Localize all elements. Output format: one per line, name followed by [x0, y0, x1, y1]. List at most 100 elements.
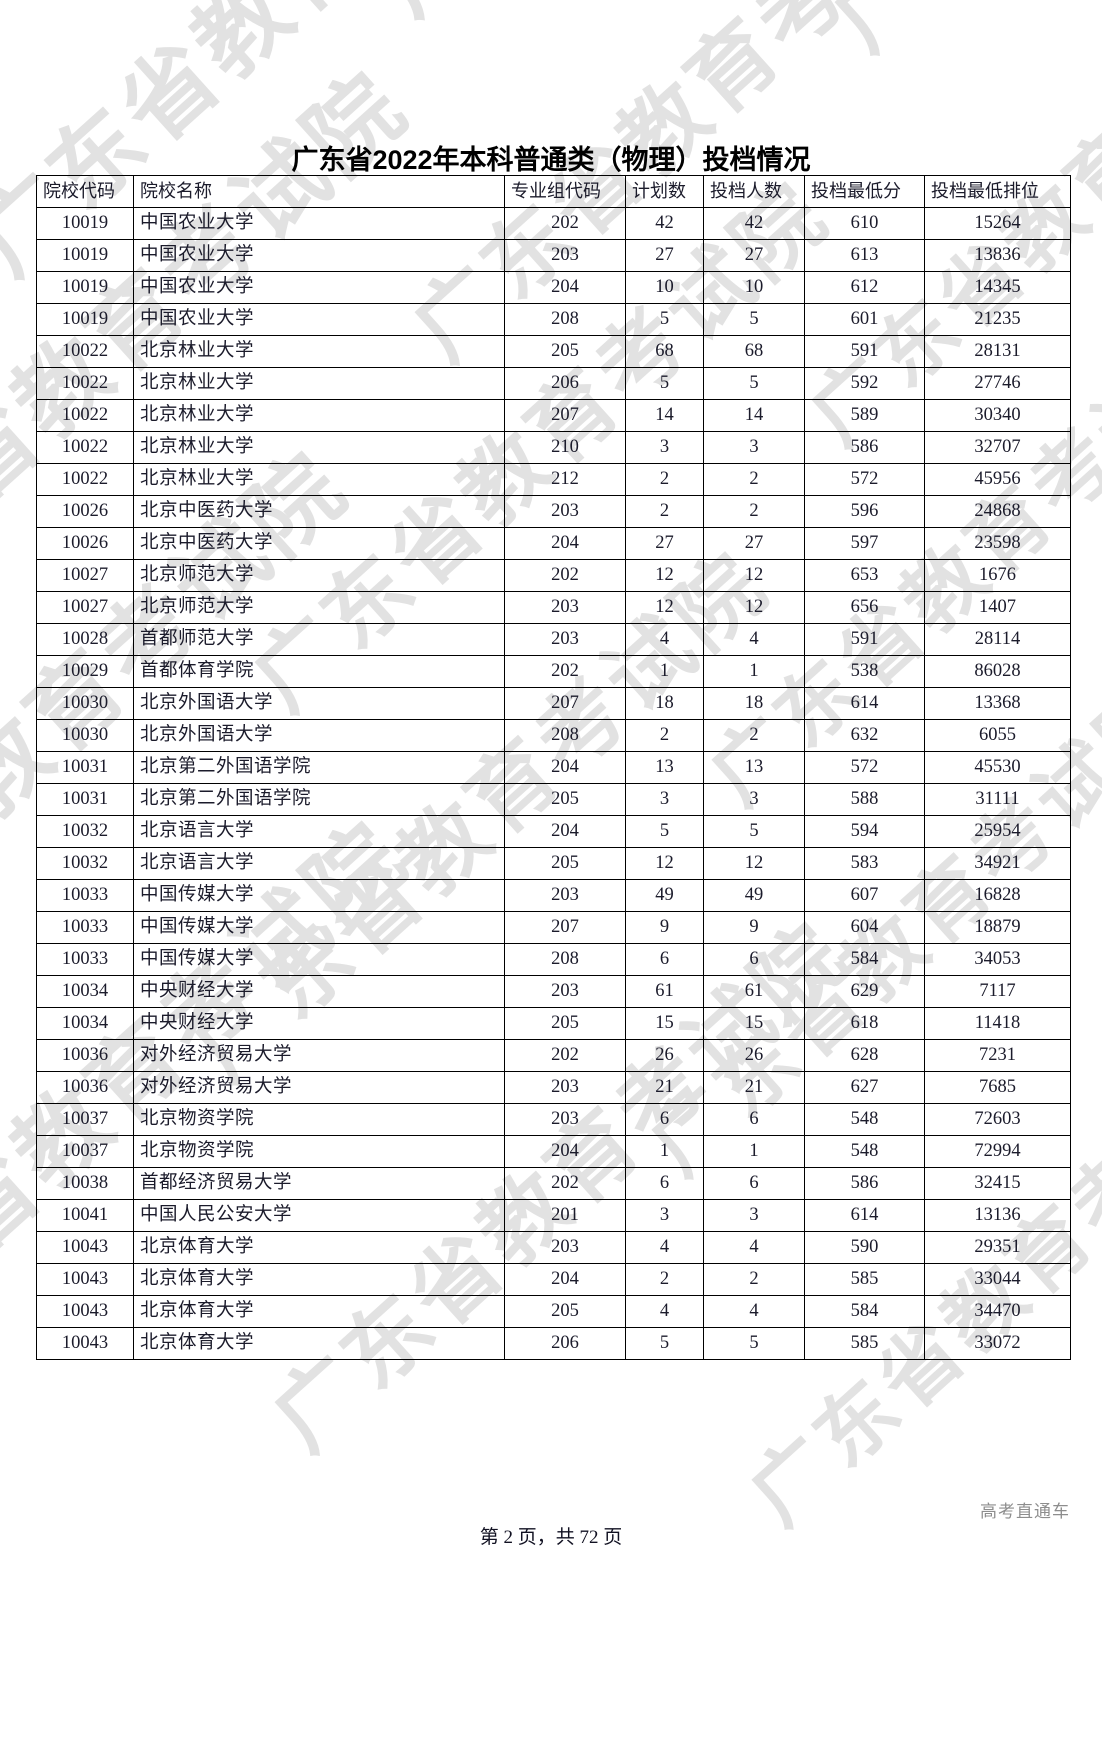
table-row: 10030 北京外国语大学 207 18 18 614 13368 [36, 687, 1071, 720]
cell-name: 北京林业大学 [133, 463, 505, 496]
cell-name: 北京语言大学 [133, 847, 505, 880]
cell-admit: 61 [703, 975, 805, 1008]
cell-plan: 6 [625, 943, 704, 976]
cell-code: 10043 [36, 1327, 134, 1360]
cell-admit: 2 [703, 1263, 805, 1296]
cell-plan: 26 [625, 1039, 704, 1072]
cell-group: 202 [504, 655, 626, 688]
cell-plan: 18 [625, 687, 704, 720]
cell-code: 10033 [36, 943, 134, 976]
cell-score: 594 [804, 815, 925, 848]
cell-rank: 1407 [924, 591, 1071, 624]
cell-plan: 61 [625, 975, 704, 1008]
cell-group: 204 [504, 751, 626, 784]
cell-rank: 86028 [924, 655, 1071, 688]
cell-rank: 18879 [924, 911, 1071, 944]
page-title: 广东省2022年本科普通类（物理）投档情况 [291, 145, 811, 175]
cell-score: 612 [804, 271, 925, 304]
cell-admit: 26 [703, 1039, 805, 1072]
cell-rank: 72603 [924, 1103, 1071, 1136]
cell-score: 572 [804, 463, 925, 496]
cell-admit: 3 [703, 431, 805, 464]
cell-plan: 1 [625, 1135, 704, 1168]
cell-name: 中国传媒大学 [133, 879, 505, 912]
cell-name: 北京师范大学 [133, 591, 505, 624]
table-row: 10041 中国人民公安大学 201 3 3 614 13136 [36, 1199, 1071, 1232]
cell-rank: 15264 [924, 207, 1071, 240]
cell-admit: 10 [703, 271, 805, 304]
cell-score: 591 [804, 623, 925, 656]
cell-name: 中央财经大学 [133, 1007, 505, 1040]
cell-code: 10026 [36, 527, 134, 560]
brand-watermark: 高考直通车 [980, 1502, 1070, 1521]
column-header-plan-count: 计划数 [625, 175, 704, 208]
cell-plan: 27 [625, 527, 704, 560]
cell-code: 10022 [36, 431, 134, 464]
cell-rank: 30340 [924, 399, 1071, 432]
cell-score: 628 [804, 1039, 925, 1072]
cell-admit: 12 [703, 559, 805, 592]
cell-rank: 23598 [924, 527, 1071, 560]
cell-group: 206 [504, 367, 626, 400]
cell-plan: 4 [625, 1231, 704, 1264]
cell-rank: 7231 [924, 1039, 1071, 1072]
cell-code: 10036 [36, 1039, 134, 1072]
cell-plan: 15 [625, 1007, 704, 1040]
table-row: 10019 中国农业大学 203 27 27 613 13836 [36, 239, 1071, 272]
cell-code: 10027 [36, 591, 134, 624]
cell-score: 618 [804, 1007, 925, 1040]
document-page: 广东省2022年本科普通类（物理）投档情况 院校代码 院校名称 专业组代码 计划… [36, 145, 1071, 1548]
cell-rank: 27746 [924, 367, 1071, 400]
cell-plan: 14 [625, 399, 704, 432]
cell-score: 584 [804, 1295, 925, 1328]
cell-code: 10029 [36, 655, 134, 688]
cell-rank: 11418 [924, 1007, 1071, 1040]
cell-group: 204 [504, 527, 626, 560]
cell-score: 597 [804, 527, 925, 560]
cell-rank: 45530 [924, 751, 1071, 784]
table-row: 10030 北京外国语大学 208 2 2 632 6055 [36, 719, 1071, 752]
cell-group: 205 [504, 1295, 626, 1328]
cell-score: 588 [804, 783, 925, 816]
cell-name: 北京体育大学 [133, 1327, 505, 1360]
cell-admit: 27 [703, 527, 805, 560]
cell-score: 656 [804, 591, 925, 624]
table-row: 10033 中国传媒大学 208 6 6 584 34053 [36, 943, 1071, 976]
cell-code: 10041 [36, 1199, 134, 1232]
cell-score: 591 [804, 335, 925, 368]
cell-code: 10031 [36, 751, 134, 784]
cell-group: 207 [504, 399, 626, 432]
cell-score: 653 [804, 559, 925, 592]
cell-code: 10019 [36, 271, 134, 304]
cell-group: 207 [504, 687, 626, 720]
cell-name: 首都经济贸易大学 [133, 1167, 505, 1200]
cell-group: 212 [504, 463, 626, 496]
cell-name: 中国农业大学 [133, 303, 505, 336]
cell-name: 北京第二外国语学院 [133, 751, 505, 784]
cell-name: 北京林业大学 [133, 399, 505, 432]
cell-plan: 68 [625, 335, 704, 368]
cell-code: 10037 [36, 1103, 134, 1136]
cell-code: 10031 [36, 783, 134, 816]
cell-name: 首都体育学院 [133, 655, 505, 688]
table-row: 10038 首都经济贸易大学 202 6 6 586 32415 [36, 1167, 1071, 1200]
cell-score: 538 [804, 655, 925, 688]
cell-admit: 21 [703, 1071, 805, 1104]
cell-name: 北京中医药大学 [133, 527, 505, 560]
cell-name: 首都师范大学 [133, 623, 505, 656]
column-header-min-rank: 投档最低排位 [924, 175, 1071, 208]
cell-admit: 12 [703, 847, 805, 880]
cell-admit: 4 [703, 623, 805, 656]
cell-score: 585 [804, 1263, 925, 1296]
cell-rank: 14345 [924, 271, 1071, 304]
cell-admit: 4 [703, 1231, 805, 1264]
table-header: 院校代码 院校名称 专业组代码 计划数 投档人数 投档最低分 投档最低排位 [36, 175, 1071, 208]
table-row: 10022 北京林业大学 207 14 14 589 30340 [36, 399, 1071, 432]
column-header-min-score: 投档最低分 [804, 175, 925, 208]
cell-plan: 27 [625, 239, 704, 272]
cell-rank: 28114 [924, 623, 1071, 656]
cell-admit: 14 [703, 399, 805, 432]
cell-admit: 18 [703, 687, 805, 720]
cell-score: 614 [804, 687, 925, 720]
cell-admit: 2 [703, 495, 805, 528]
